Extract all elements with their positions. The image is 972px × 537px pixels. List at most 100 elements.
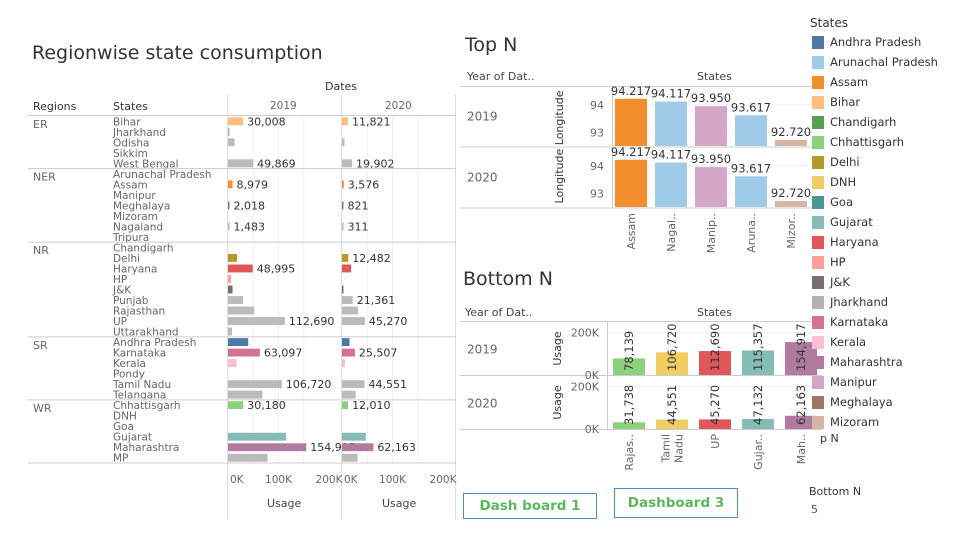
year-label-2020: 2020 (467, 171, 498, 185)
category-label-tamil-nadu: Tamil (660, 434, 673, 463)
bar-label-delhi: 12,482 (352, 252, 391, 265)
bar-aruna-2019 (735, 115, 767, 146)
legend-label: Chhattisgarh (830, 135, 905, 149)
legend-item-haryana[interactable]: Haryana (812, 235, 879, 249)
bar-label-up: 112,690 (289, 315, 335, 328)
legend-item-kerala[interactable]: Kerala (812, 335, 866, 349)
legend-item-dnh[interactable]: DNH (812, 175, 856, 189)
legend-item-delhi[interactable]: Delhi (812, 155, 860, 169)
bottom-n-title: Bottom N (463, 268, 553, 290)
state-label-uttarakhand: Uttarakhand (113, 327, 179, 339)
legend-item-andhra-pradesh[interactable]: Andhra Pradesh (812, 35, 921, 49)
state-label-nagaland: Nagaland (113, 221, 163, 233)
dashboard-3-button[interactable]: Dashboard 3 (614, 488, 738, 518)
state-label-chandigarh: Chandigarh (113, 242, 174, 254)
bar-value-label: 154,917 (794, 323, 808, 371)
bar-value-label: 93.617 (731, 100, 771, 114)
legend-swatch (812, 36, 824, 49)
legend-item-meghalaya[interactable]: Meghalaya (812, 395, 893, 409)
legend-item-chandigarh[interactable]: Chandigarh (812, 115, 896, 129)
bar-telangana-2019 (228, 390, 263, 399)
top-states-header: States (697, 70, 732, 83)
year-label-2019: 2019 (467, 343, 498, 357)
y-tick-label: 200K (571, 327, 600, 340)
state-label-haryana: Haryana (113, 263, 157, 275)
legend-item-gujarat[interactable]: Gujarat (812, 215, 873, 229)
bar-punjab-2020 (342, 296, 353, 304)
category-label-rajas: Rajas.. (623, 434, 636, 471)
legend-item-assam[interactable]: Assam (812, 75, 868, 89)
bar-label-maharashtra: 62,163 (377, 441, 416, 454)
bar-kerala-2019 (228, 359, 237, 368)
legend-item-j-k[interactable]: J&K (812, 275, 850, 289)
state-label-arunachal-pradesh: Arunachal Pradesh (113, 169, 212, 181)
legend-item-goa[interactable]: Goa (812, 195, 853, 209)
year-2020-header: 2020 (385, 100, 412, 112)
legend-label: Delhi (830, 155, 860, 169)
legend-swatch (812, 356, 824, 369)
bar-label-meghalaya: 2,018 (234, 199, 266, 212)
bottom-n-parameter-value[interactable]: 5 (811, 503, 818, 516)
regions-header: Regions (33, 100, 77, 113)
legend-item-bihar[interactable]: Bihar (812, 95, 860, 109)
region-label-ner: NER (33, 171, 56, 184)
legend-label: Mizoram (830, 415, 880, 429)
bar-assam-2020 (615, 159, 647, 207)
legend-label: Goa (830, 195, 853, 209)
category-label-aruna: Aruna.. (745, 213, 758, 253)
bar-label-west-bengal: 49,869 (257, 157, 296, 170)
state-label-west-bengal: West Bengal (113, 158, 179, 170)
legend-item-maharashtra[interactable]: Maharashtra (812, 355, 903, 369)
state-label-jharkhand: Jharkhand (112, 127, 166, 139)
legend-label: HP (830, 255, 846, 269)
x-tick-label: 200K (316, 474, 344, 486)
legend-item-chhattisgarh[interactable]: Chhattisgarh (812, 135, 904, 149)
legend-item-hp[interactable]: HP (812, 255, 846, 269)
bar-label-meghalaya: 821 (348, 199, 369, 212)
dashboard-1-button[interactable]: Dash board 1 (463, 493, 597, 519)
legend-item-arunachal-pradesh[interactable]: Arunachal Pradesh (812, 55, 938, 69)
x-tick-label: 0K (230, 474, 245, 486)
bar-label-punjab: 21,361 (357, 294, 396, 307)
legend-label: J&K (830, 275, 850, 289)
legend-label: Andhra Pradesh (830, 35, 922, 49)
bar-label-nagaland: 1,483 (234, 220, 266, 233)
legend-item-mizoram[interactable]: Mizoram (812, 415, 879, 429)
bar-bihar-2020 (342, 117, 348, 126)
bar-assam-2019 (228, 180, 233, 189)
bar-label-bihar: 11,821 (352, 115, 391, 128)
legend-item-jharkhand[interactable]: Jharkhand (812, 295, 888, 309)
state-label-odisha: Odisha (113, 137, 149, 149)
bar-tamil-nadu-2019 (228, 380, 282, 389)
category-label-manip: Manip.. (705, 213, 718, 253)
bar-label-assam: 3,576 (348, 178, 380, 191)
state-label-meghalaya: Meghalaya (113, 200, 170, 212)
legend-swatch (812, 396, 824, 409)
bar-nagaland-2020 (342, 222, 344, 231)
bar-rajas-2020 (613, 422, 645, 429)
bar-bihar-2019 (228, 117, 244, 126)
bar-andhra-pradesh-2020 (342, 338, 350, 347)
legend-item-karnataka[interactable]: Karnataka (812, 315, 888, 329)
bar-meghalaya-2020 (342, 201, 344, 210)
x-tick-label: 100K (265, 474, 293, 486)
legend-label: Bihar (830, 95, 861, 109)
bar-value-label: 93.950 (691, 91, 731, 105)
bar-tamil-nadu-2020 (342, 380, 365, 389)
legend-item-manipur[interactable]: Manipur (812, 375, 877, 389)
state-label-chhattisgarh: Chhattisgarh (113, 400, 181, 412)
y-axis-title: Usage (551, 385, 564, 420)
bar-gujar-2020 (742, 418, 774, 429)
legend-swatch (812, 336, 824, 349)
y-tick-label: 0K (585, 369, 600, 382)
legend-label: Arunachal Pradesh (830, 55, 938, 69)
category-label-mizor: Mizor.. (785, 213, 798, 249)
bar-up-2020 (342, 317, 365, 325)
bar-kerala-2020 (342, 359, 346, 368)
state-label-delhi: Delhi (113, 253, 140, 265)
y-tick-label: 200K (571, 381, 600, 394)
bar-chhattisgarh-2020 (342, 401, 349, 410)
left-chart-title: Regionwise state consumption (32, 42, 323, 64)
left-axis-label-2020: Usage (382, 497, 417, 510)
